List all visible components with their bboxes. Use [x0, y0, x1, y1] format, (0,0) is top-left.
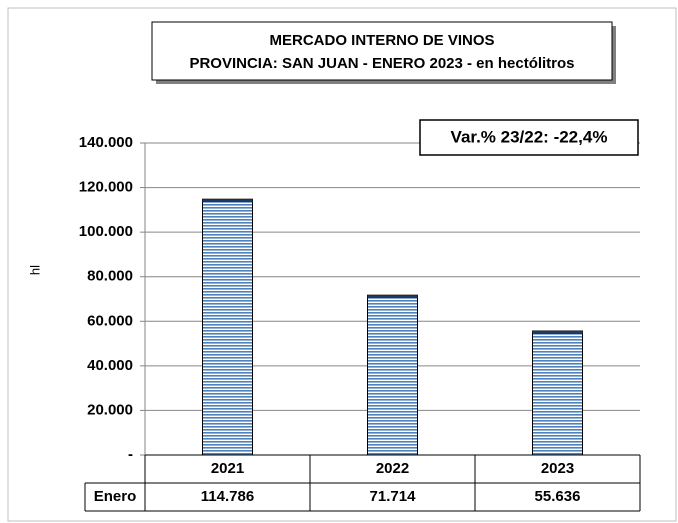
y-tick-label: 20.000	[87, 401, 133, 418]
bar	[202, 198, 253, 456]
x-tick-label: 2022	[376, 460, 409, 477]
annotation: Var.% 23/22: -22,4%	[451, 127, 608, 146]
bar	[532, 330, 583, 456]
value-label: 71.714	[370, 488, 417, 505]
value-label: 55.636	[535, 488, 581, 505]
x-tick-label: 2021	[211, 460, 244, 477]
chart-title: MERCADO INTERNO DE VINOS	[269, 32, 494, 49]
annotation-box	[419, 119, 639, 156]
y-tick-label: 140.000	[79, 134, 133, 151]
bar-top	[532, 331, 583, 335]
y-tick-label: 80.000	[87, 268, 133, 285]
x-tick-label: 2023	[541, 460, 574, 477]
y-tick-label: 100.000	[79, 223, 133, 240]
y-tick-label: 60.000	[87, 312, 133, 329]
value-label: 114.786	[201, 488, 254, 505]
y-tick-label: 120.000	[79, 179, 133, 196]
bar-top	[202, 199, 253, 203]
legend-label: Enero	[94, 488, 137, 505]
y-axis-label: hl	[27, 265, 42, 275]
y-tick-label: 40.000	[87, 357, 133, 374]
title-box	[151, 21, 613, 81]
chart-subtitle: PROVINCIA: SAN JUAN - ENERO 2023 - en he…	[189, 55, 574, 72]
y-tick-label: -	[128, 446, 133, 463]
bar-top	[367, 295, 418, 299]
plot-area: - 20.000 40.000 60.000 80.000 100.000 120.000 1…	[79, 134, 641, 512]
bar	[367, 294, 418, 456]
